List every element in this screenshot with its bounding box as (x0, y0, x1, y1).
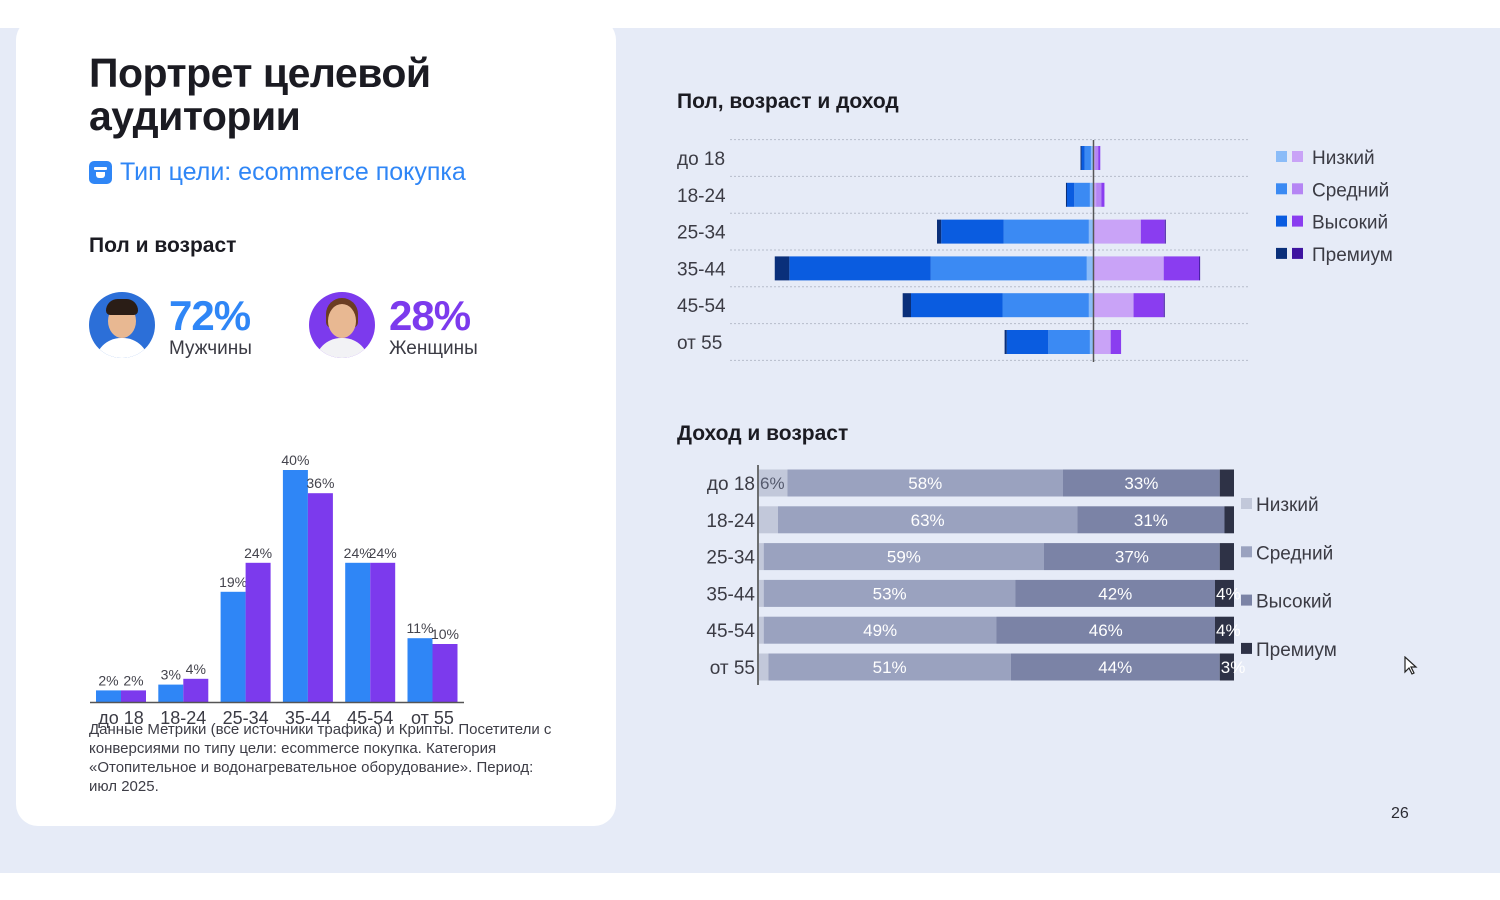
page-title: Портрет целевой аудитории (89, 50, 431, 139)
chart-title-gender-age-income: Пол, возраст и доход (677, 90, 899, 113)
women-percent: 28% (389, 292, 471, 339)
goal-type: Тип цели: ecommerce покупка (89, 158, 466, 187)
source-note: Данные Метрики (все источники трафика) и… (89, 721, 552, 795)
women-label: Женщины (389, 338, 478, 359)
woman-avatar (309, 292, 375, 358)
mouse-cursor-icon (1404, 656, 1418, 675)
women-stat: 28% Женщины (309, 290, 478, 360)
goal-type-label: Тип цели: ecommerce покупка (120, 158, 466, 186)
gender-age-title: Пол и возраст (89, 234, 237, 257)
cart-icon (89, 161, 112, 184)
chart-title-income-age: Доход и возраст (677, 422, 849, 445)
man-avatar (89, 292, 155, 358)
men-stat: 72% Мужчины (89, 290, 252, 360)
men-percent: 72% (169, 292, 251, 339)
men-label: Мужчины (169, 338, 252, 359)
info-card: Портрет целевой аудитории Тип цели: ecom… (16, 18, 616, 826)
page-number: 26 (1391, 805, 1409, 822)
